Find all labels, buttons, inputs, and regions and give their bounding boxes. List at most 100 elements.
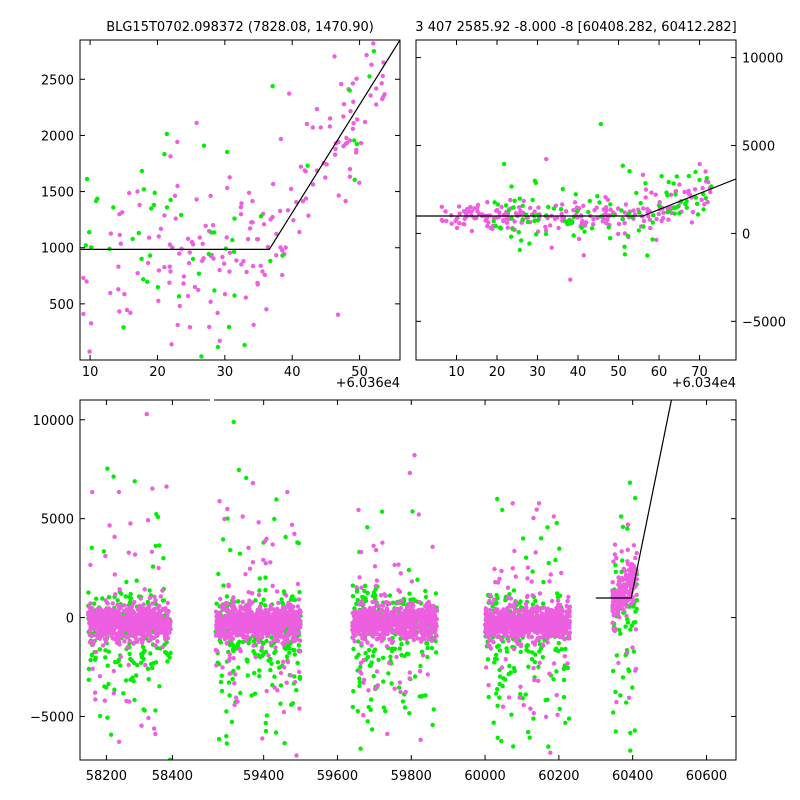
data-point-series_a xyxy=(155,606,160,611)
data-point-series_a xyxy=(384,624,389,630)
data-point-series_a xyxy=(175,322,180,328)
data-point-series_a xyxy=(472,206,477,211)
data-point-series_a xyxy=(434,633,439,639)
data-point-series_a xyxy=(605,197,611,202)
data-point-series_a xyxy=(533,620,539,626)
data-point-series_b xyxy=(703,196,708,201)
data-point-series_b xyxy=(141,277,146,282)
data-point-series_b xyxy=(645,253,650,258)
data-point-series_a xyxy=(491,640,496,645)
data-point-series_a xyxy=(395,600,401,605)
data-point-series_a xyxy=(524,605,529,610)
data-point-series_a xyxy=(140,640,145,645)
data-point-series_a xyxy=(251,643,256,648)
data-point-series_a xyxy=(426,637,431,642)
data-point-series_b xyxy=(633,495,638,501)
data-point-series_a xyxy=(505,585,511,590)
data-point-series_a xyxy=(256,592,262,598)
data-point-series_b xyxy=(677,211,682,216)
data-point-series_a xyxy=(631,574,636,579)
data-point-series_b xyxy=(136,230,141,236)
data-point-series_a xyxy=(235,618,241,624)
data-point-series_a xyxy=(398,689,403,695)
data-point-series_b xyxy=(94,596,99,601)
data-point-series_a xyxy=(532,616,538,622)
data-point-series_b xyxy=(140,652,145,657)
data-point-series_a xyxy=(430,544,435,549)
data-point-series_a xyxy=(469,228,475,234)
data-point-series_a xyxy=(294,199,299,205)
data-point-series_a xyxy=(631,208,636,213)
data-point-series_a xyxy=(499,204,504,210)
data-point-series_b xyxy=(106,594,112,600)
panel-top-right-title: 3 407 2585.92 -8.000 -8 [60408.282, 6041… xyxy=(415,20,736,35)
data-point-series_b xyxy=(399,642,404,647)
data-point-series_a xyxy=(271,638,276,643)
data-point-series_b xyxy=(530,197,535,203)
data-point-series_b xyxy=(258,214,264,219)
data-point-series_a xyxy=(168,154,173,159)
data-point-series_a xyxy=(356,624,362,630)
data-point-series_a xyxy=(162,265,167,270)
data-point-series_a xyxy=(417,669,423,674)
data-point-series_a xyxy=(364,612,369,617)
data-point-series_a xyxy=(537,617,542,622)
data-point-series_b xyxy=(586,209,591,215)
data-point-series_a xyxy=(347,138,353,143)
data-point-series_a xyxy=(528,205,533,211)
data-point-series_a xyxy=(362,629,367,634)
data-point-series_b xyxy=(570,219,575,224)
data-point-series_a xyxy=(144,618,149,623)
data-point-series_b xyxy=(251,649,256,654)
data-point-series_a xyxy=(423,631,428,636)
data-point-series_a xyxy=(246,590,251,595)
data-point-series_a xyxy=(235,699,240,704)
data-point-series_a xyxy=(262,272,267,278)
data-point-series_a xyxy=(172,193,178,198)
data-point-series_a xyxy=(536,678,541,683)
data-point-series_a xyxy=(285,605,291,610)
data-point-series_b xyxy=(352,177,357,182)
data-point-series_a xyxy=(203,223,208,228)
data-point-series_b xyxy=(270,84,275,89)
data-point-series_b xyxy=(423,588,428,594)
data-point-series_b xyxy=(523,692,528,697)
data-point-series_a xyxy=(490,618,495,623)
data-point-series_a xyxy=(234,633,239,638)
data-point-series_a xyxy=(404,605,409,610)
data-point-series_b xyxy=(387,593,393,598)
data-point-series_a xyxy=(232,681,237,686)
data-point-series_a xyxy=(407,470,413,476)
data-point-series_a xyxy=(284,632,289,637)
data-point-series_a xyxy=(396,625,401,630)
data-point-series_a xyxy=(140,610,145,615)
data-point-series_b xyxy=(573,192,578,197)
data-point-series_b xyxy=(622,252,628,257)
data-point-series_b xyxy=(497,648,503,653)
data-point-series_a xyxy=(521,198,526,204)
data-point-series_a xyxy=(489,601,495,606)
data-point-series_a xyxy=(245,612,250,617)
data-point-series_b xyxy=(201,143,207,148)
data-point-series_a xyxy=(217,499,222,504)
data-point-series_b xyxy=(150,665,155,671)
data-point-series_b xyxy=(282,741,287,746)
data-point-series_a xyxy=(287,622,292,627)
data-point-series_b xyxy=(504,649,510,654)
data-point-series_a xyxy=(143,626,148,632)
data-point-series_b xyxy=(526,664,531,669)
data-point-series_b xyxy=(212,230,217,235)
data-point-series_a xyxy=(368,93,373,98)
data-point-series_a xyxy=(229,609,234,614)
data-point-series_a xyxy=(500,615,505,621)
data-point-series_a xyxy=(241,635,246,640)
panel-top-left-plot-area xyxy=(80,40,400,359)
data-point-series_a xyxy=(250,480,256,486)
data-point-series_a xyxy=(611,559,616,564)
data-point-series_b xyxy=(629,623,635,628)
data-point-series_b xyxy=(492,200,497,205)
data-point-series_a xyxy=(131,624,136,630)
data-point-series_a xyxy=(297,649,302,654)
data-point-series_a xyxy=(187,325,193,330)
data-point-series_a xyxy=(414,621,419,626)
